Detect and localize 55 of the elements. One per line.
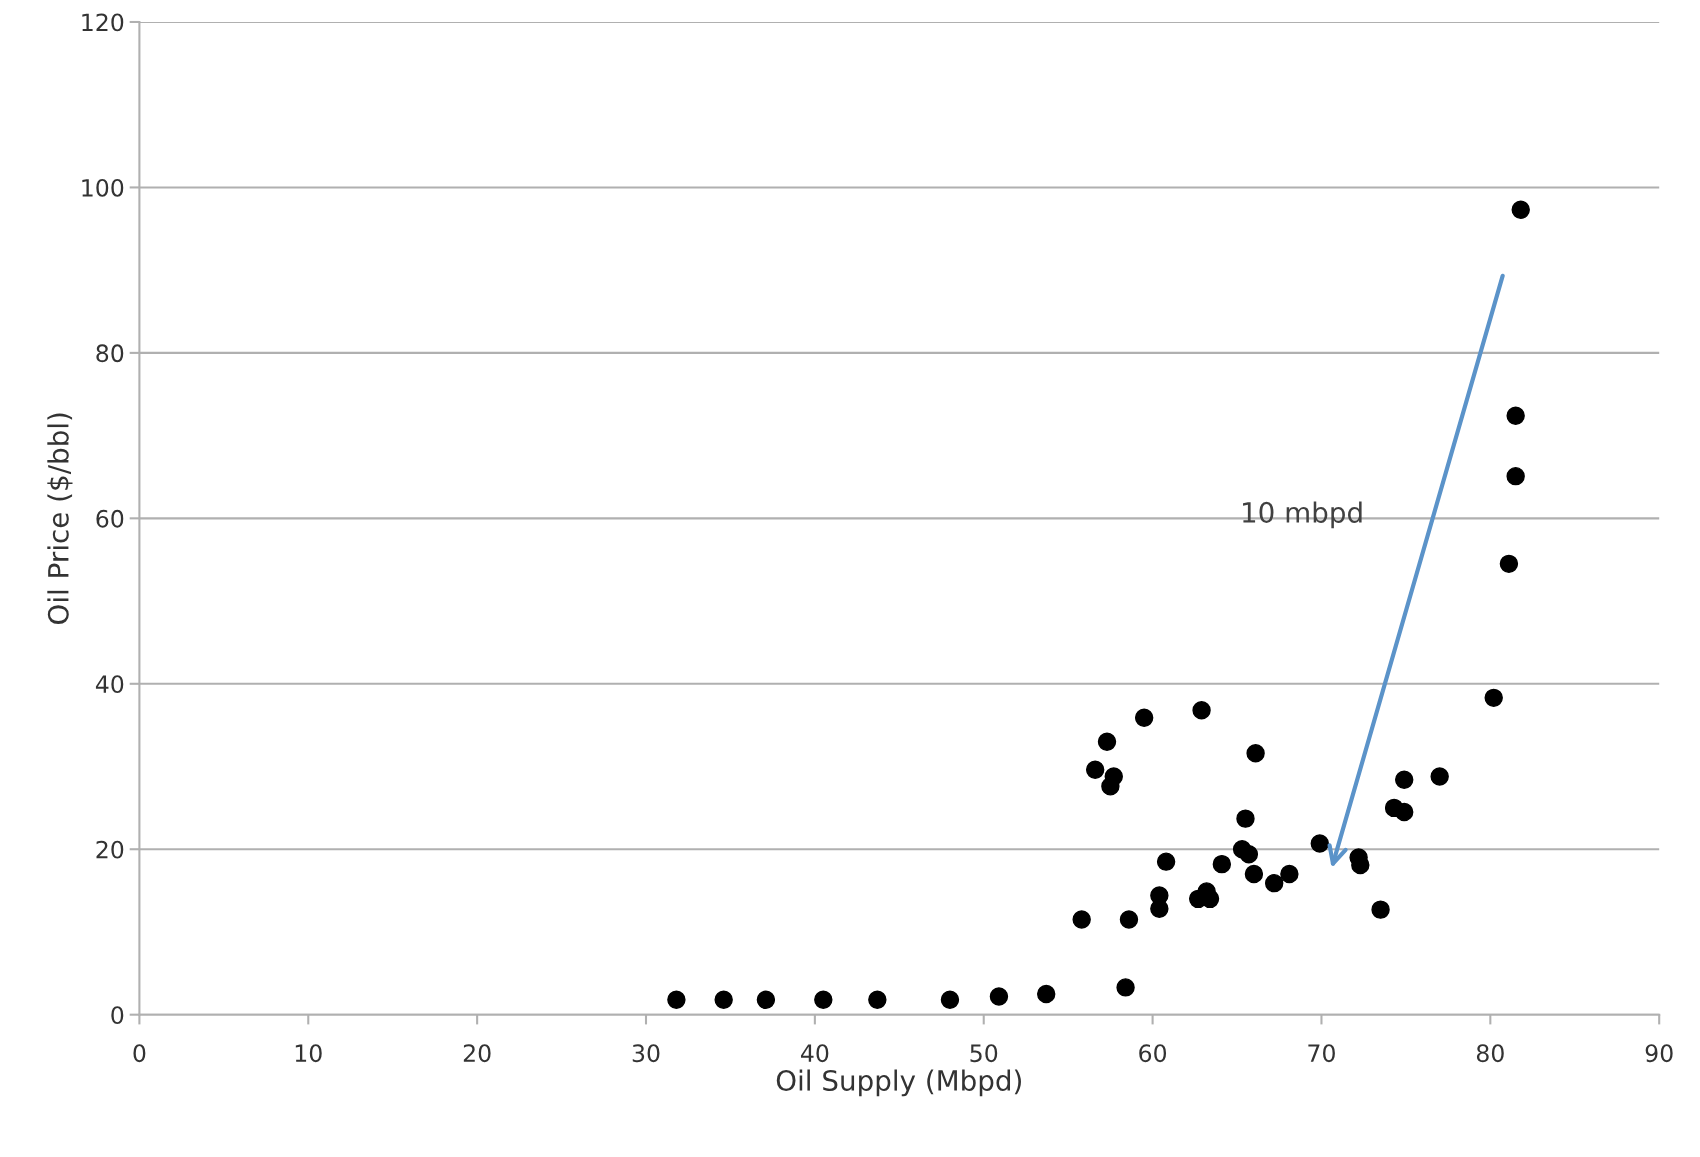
point [1134,708,1154,727]
point [989,987,1009,1006]
x-axis-title: Oil Supply (Mbpd) [776,1069,1021,1097]
point [1371,900,1390,919]
x-tick-label: 20 [463,1044,491,1063]
point [1239,845,1259,864]
y-tick-label: 20 [96,840,124,859]
point [814,990,833,1009]
point [1097,732,1117,751]
point [1116,978,1135,997]
point [1506,466,1525,486]
y-tick-label: 60 [96,509,124,528]
x-tick-label: 40 [801,1044,829,1063]
point [1156,852,1176,871]
point [1101,777,1120,796]
point [1430,767,1449,786]
x-tick-label: 90 [1645,1044,1673,1063]
x-tick-label: 80 [1476,1044,1504,1063]
x-tick-label: 70 [1308,1044,1335,1063]
point [1511,200,1530,219]
point [667,990,686,1009]
point [1150,899,1169,919]
point [868,990,887,1009]
x-tick-label: 60 [1139,1044,1167,1063]
point [714,990,733,1009]
point [1037,984,1056,1004]
y-tick-label: 40 [95,675,124,694]
y-tick-label: 120 [82,13,124,32]
y-tick-label: 0 [111,1006,124,1024]
point [1280,864,1299,884]
point [1395,802,1414,822]
point [1236,809,1255,828]
x-tick-label: 30 [632,1044,660,1063]
x-tick-label: 50 [970,1044,998,1063]
point [1119,910,1139,929]
point [1310,834,1329,853]
point [1192,701,1211,720]
point [1244,864,1264,884]
point [1212,854,1232,874]
y-tick-label: 80 [96,344,124,363]
point [940,990,960,1009]
x-tick-label: 10 [295,1044,322,1063]
point [1506,406,1525,425]
point [1246,744,1265,763]
point [1484,688,1503,708]
point [1085,760,1105,780]
y-tick-label: 100 [82,178,124,197]
point [1499,554,1519,574]
point [1395,770,1414,789]
point [1072,910,1091,929]
point [756,990,776,1009]
x-tick-label: 0 [133,1044,146,1063]
point [1264,873,1284,893]
annotation: 10 mbpd [1243,501,1362,529]
y-axis-title: Oil Price ($/bbl) [47,413,73,624]
